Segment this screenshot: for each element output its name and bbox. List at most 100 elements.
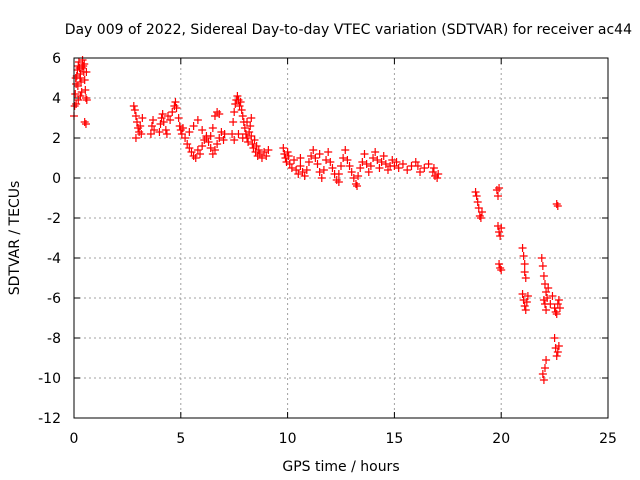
data-point bbox=[360, 150, 369, 158]
data-point bbox=[243, 118, 252, 126]
data-point bbox=[429, 164, 438, 172]
data-point bbox=[129, 102, 138, 110]
data-point bbox=[309, 146, 318, 154]
data-point bbox=[300, 172, 309, 180]
data-point bbox=[322, 156, 331, 164]
data-point bbox=[493, 192, 502, 200]
data-point bbox=[304, 158, 313, 166]
data-point bbox=[174, 114, 183, 122]
data-point bbox=[428, 168, 437, 176]
data-point bbox=[70, 102, 79, 110]
data-point bbox=[76, 92, 85, 100]
data-point bbox=[74, 58, 83, 66]
grid-lines bbox=[74, 58, 608, 418]
y-tick-label: 0 bbox=[52, 171, 61, 187]
data-point bbox=[311, 154, 320, 162]
data-point bbox=[260, 148, 269, 156]
y-tick-label: 2 bbox=[52, 131, 61, 147]
data-point bbox=[150, 126, 159, 134]
data-point bbox=[202, 134, 211, 142]
data-point bbox=[210, 146, 219, 154]
data-point bbox=[80, 76, 89, 84]
data-point bbox=[233, 92, 242, 100]
data-point bbox=[185, 128, 194, 136]
data-point bbox=[495, 228, 504, 236]
data-point bbox=[131, 112, 140, 120]
data-point bbox=[296, 162, 305, 170]
data-point bbox=[375, 164, 384, 172]
data-point bbox=[392, 158, 401, 166]
x-tick-label: 25 bbox=[599, 431, 617, 447]
data-point bbox=[332, 176, 341, 184]
data-point bbox=[172, 104, 181, 112]
data-point bbox=[75, 74, 84, 82]
data-point bbox=[171, 98, 180, 106]
data-point bbox=[81, 120, 90, 128]
data-point bbox=[230, 108, 239, 116]
data-point bbox=[520, 260, 529, 268]
data-point bbox=[247, 114, 256, 122]
data-point bbox=[213, 108, 222, 116]
data-point bbox=[189, 152, 198, 160]
data-point bbox=[523, 292, 532, 300]
data-point bbox=[390, 162, 399, 170]
data-point bbox=[539, 272, 548, 280]
data-point bbox=[497, 224, 506, 232]
data-point bbox=[80, 60, 89, 68]
data-point bbox=[371, 148, 380, 156]
data-point bbox=[381, 160, 390, 168]
y-tick-label: -10 bbox=[38, 371, 61, 387]
y-tick-label: -4 bbox=[47, 251, 61, 267]
data-point bbox=[313, 160, 322, 168]
data-point bbox=[149, 116, 158, 124]
data-point bbox=[475, 212, 484, 220]
data-point bbox=[253, 152, 262, 160]
data-point bbox=[476, 214, 485, 222]
data-point bbox=[80, 118, 89, 126]
data-point bbox=[343, 156, 352, 164]
data-point bbox=[163, 112, 172, 120]
data-point bbox=[155, 128, 164, 136]
data-point bbox=[420, 164, 429, 172]
data-point bbox=[181, 134, 190, 142]
data-point bbox=[250, 136, 259, 144]
data-point bbox=[302, 166, 311, 174]
data-point bbox=[317, 174, 326, 182]
data-point bbox=[324, 148, 333, 156]
data-point bbox=[377, 158, 386, 166]
data-point bbox=[137, 130, 146, 138]
data-point bbox=[373, 156, 382, 164]
data-point bbox=[210, 112, 219, 120]
data-point bbox=[492, 186, 501, 194]
y-axis-label: SDTVAR / TECUs bbox=[7, 181, 23, 296]
data-point bbox=[287, 164, 296, 172]
data-point bbox=[292, 166, 301, 174]
data-point bbox=[185, 144, 194, 152]
data-point bbox=[262, 152, 271, 160]
axis-ticks: 0 5 10 15 20 25 -12 -10 -8 -6 -4 -2 0 2 4 6 bbox=[38, 51, 617, 447]
data-point bbox=[200, 136, 209, 144]
data-point bbox=[351, 180, 360, 188]
y-tick-label: -8 bbox=[47, 331, 61, 347]
data-point bbox=[279, 144, 288, 152]
data-point bbox=[204, 138, 213, 146]
data-point bbox=[168, 108, 177, 116]
data-point bbox=[240, 124, 249, 132]
data-point bbox=[294, 170, 303, 178]
data-point bbox=[138, 114, 147, 122]
data-point bbox=[546, 300, 555, 308]
data-point bbox=[537, 254, 546, 262]
data-point bbox=[522, 298, 531, 306]
data-point bbox=[130, 106, 139, 114]
data-point bbox=[339, 154, 348, 162]
data-point bbox=[519, 252, 528, 260]
data-point bbox=[520, 268, 529, 276]
data-point bbox=[328, 164, 337, 172]
data-point bbox=[369, 154, 378, 162]
data-point bbox=[213, 140, 222, 148]
data-point bbox=[411, 158, 420, 166]
data-point bbox=[159, 118, 168, 126]
x-tick-label: 20 bbox=[492, 431, 510, 447]
data-point bbox=[257, 154, 266, 162]
data-point bbox=[229, 118, 238, 126]
